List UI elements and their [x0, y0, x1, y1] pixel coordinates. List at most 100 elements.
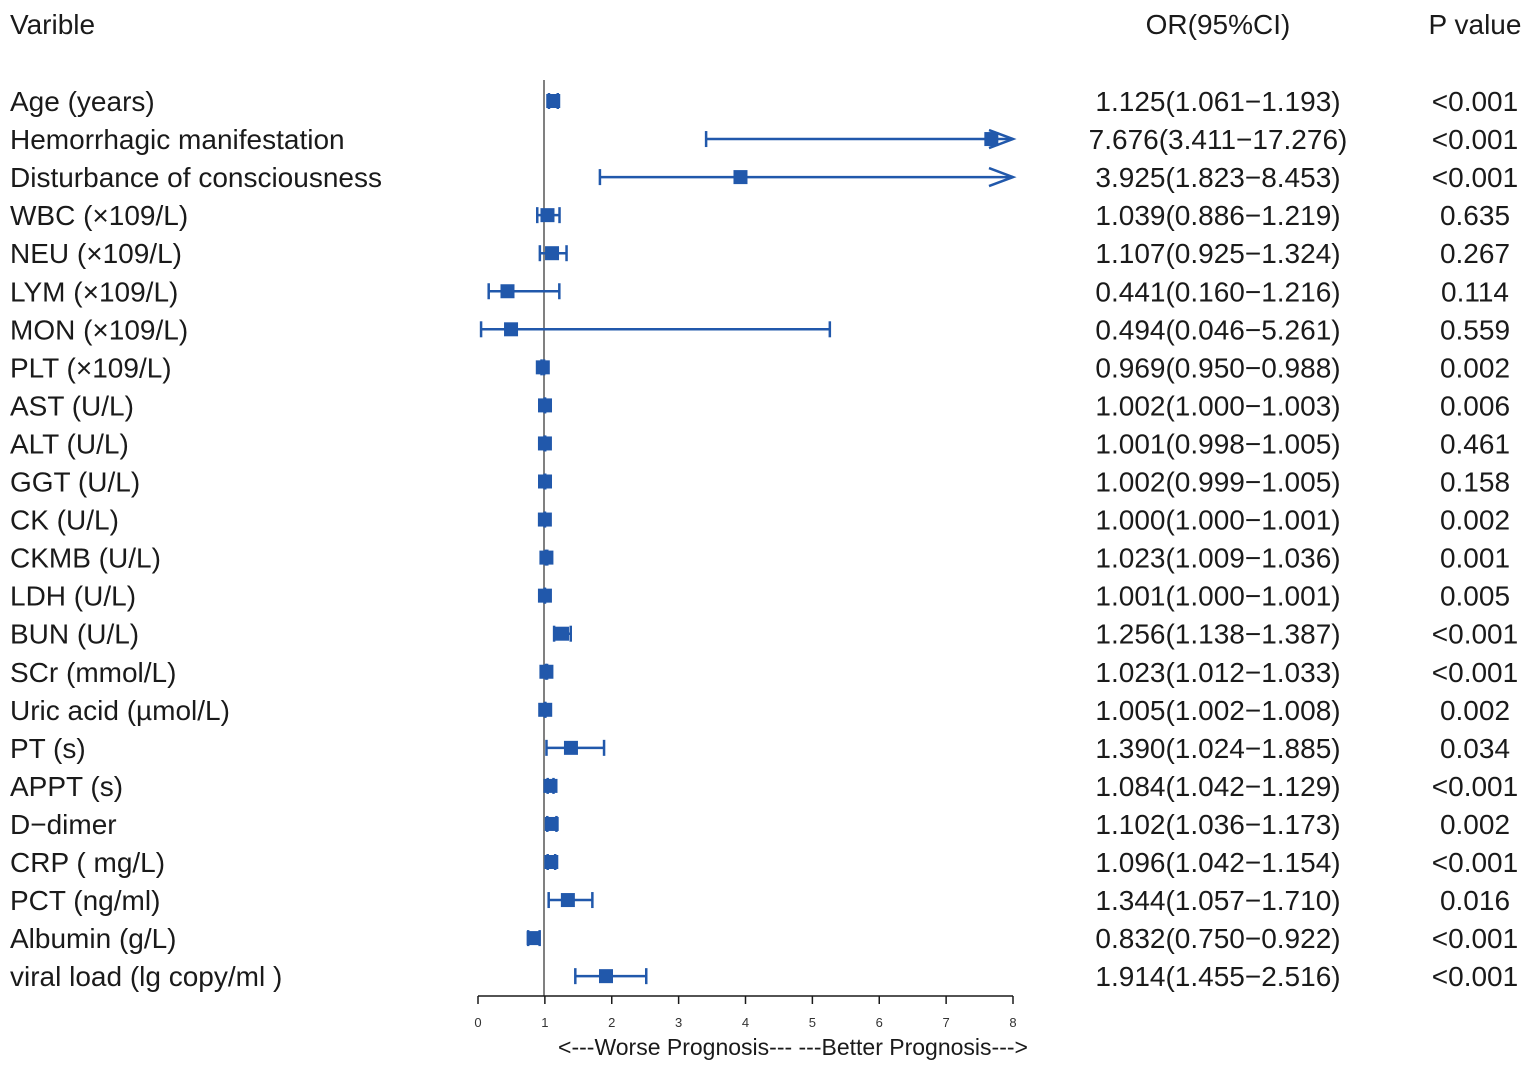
x-tick-label: 5 [809, 1015, 816, 1030]
row-or-ci: 1.914(1.455−2.516) [1095, 961, 1340, 992]
or-point [543, 778, 558, 793]
or-point [544, 816, 559, 831]
row-variable-label: PLT (×109/L) [10, 352, 172, 383]
row-variable-label: Hemorrhagic manifestation [10, 124, 345, 155]
row-or-ci: 1.000(1.000−1.001) [1095, 505, 1340, 536]
row-or-ci: 0.832(0.750−0.922) [1095, 923, 1340, 954]
or-point [984, 132, 999, 147]
row-variable-label: Disturbance of consciousness [10, 162, 382, 193]
or-point [537, 588, 552, 603]
forest-row: CKMB (U/L) 1.023(1.009−1.036) 0.001 [10, 543, 1510, 574]
row-or-ci: 0.969(0.950−0.988) [1095, 352, 1340, 383]
forest-row: viral load (lg copy/ml ) 1.914(1.455−2.51… [10, 961, 1518, 992]
or-point [535, 360, 550, 375]
row-variable-label: LDH (U/L) [10, 581, 136, 612]
row-p-value: <0.001 [1432, 771, 1518, 802]
or-point [544, 855, 559, 869]
forest-row: LDH (U/L) 1.001(1.000−1.001) 0.005 [10, 581, 1510, 612]
row-or-ci: 1.096(1.042−1.154) [1095, 847, 1340, 878]
x-tick-label: 1 [541, 1015, 548, 1030]
x-tick-label: 2 [608, 1015, 615, 1030]
row-or-ci: 1.390(1.024−1.885) [1095, 733, 1340, 764]
row-variable-label: GGT (U/L) [10, 467, 140, 498]
row-variable-label: APPT (s) [10, 771, 123, 802]
row-or-ci: 7.676(3.411−17.276) [1089, 124, 1348, 155]
row-p-value: 0.158 [1440, 467, 1510, 498]
row-variable-label: viral load (lg copy/ml ) [10, 961, 282, 992]
or-point [538, 474, 553, 489]
row-p-value: <0.001 [1432, 124, 1518, 155]
row-p-value: 0.267 [1440, 238, 1510, 269]
x-tick-label: 8 [1009, 1015, 1016, 1030]
row-p-value: 0.635 [1440, 200, 1510, 231]
row-or-ci: 1.002(1.000−1.003) [1095, 390, 1340, 421]
forest-row: BUN (U/L) 1.256(1.138−1.387) <0.001 [10, 619, 1518, 650]
row-variable-label: PT (s) [10, 733, 86, 764]
or-point [733, 170, 748, 185]
row-variable-label: MON (×109/L) [10, 314, 188, 345]
row-variable-label: CKMB (U/L) [10, 543, 161, 574]
forest-row: APPT (s) 1.084(1.042−1.129) <0.001 [10, 771, 1518, 802]
forest-row: PCT (ng/ml) 1.344(1.057−1.710) 0.016 [10, 885, 1510, 916]
x-axis: 0 1 2 3 4 5 6 7 8 [474, 995, 1017, 1030]
row-p-value: 0.559 [1440, 314, 1510, 345]
forest-row: Hemorrhagic manifestation 7.676(3.411−17.… [10, 124, 1518, 155]
forest-row: GGT (U/L) 1.002(0.999−1.005) 0.158 [10, 467, 1510, 498]
row-or-ci: 3.925(1.823−8.453) [1095, 162, 1340, 193]
row-or-ci: 1.023(1.009−1.036) [1095, 543, 1340, 574]
row-variable-label: NEU (×109/L) [10, 238, 182, 269]
row-variable-label: Age (years) [10, 86, 155, 117]
or-point [598, 969, 613, 984]
direction-label: <---Worse Prognosis--- ---Better Prognos… [558, 1034, 1028, 1060]
row-p-value: 0.114 [1441, 276, 1509, 307]
row-p-value: 0.006 [1440, 390, 1510, 421]
forest-row: LYM (×109/L) 0.441(0.160−1.216) 0.114 [10, 276, 1509, 307]
row-p-value: <0.001 [1432, 619, 1518, 650]
row-p-value: 0.002 [1440, 695, 1510, 726]
or-point [540, 208, 555, 223]
forest-row: CK (U/L) 1.000(1.000−1.001) 0.002 [10, 505, 1510, 536]
header-p-value: P value [1429, 9, 1522, 40]
row-or-ci: 1.102(1.036−1.173) [1095, 809, 1340, 840]
or-point [537, 436, 552, 451]
row-variable-label: Uric acid (µmol/L) [10, 695, 230, 726]
header-variable: Varible [10, 9, 95, 40]
forest-row: PT (s) 1.390(1.024−1.885) 0.034 [10, 733, 1510, 764]
row-p-value: 0.005 [1440, 581, 1510, 612]
row-p-value: <0.001 [1432, 86, 1518, 117]
or-point [545, 246, 560, 261]
row-variable-label: AST (U/L) [10, 390, 134, 421]
or-point [504, 322, 519, 337]
forest-row: WBC (×109/L) 1.039(0.886−1.219) 0.635 [10, 200, 1510, 231]
or-point [537, 512, 552, 527]
row-variable-label: SCr (mmol/L) [10, 657, 176, 688]
forest-row: NEU (×109/L) 1.107(0.925−1.324) 0.267 [10, 238, 1510, 269]
row-or-ci: 1.344(1.057−1.710) [1095, 885, 1340, 916]
row-or-ci: 0.494(0.046−5.261) [1095, 314, 1340, 345]
row-p-value: <0.001 [1432, 961, 1518, 992]
row-p-value: <0.001 [1432, 162, 1518, 193]
row-variable-label: D−dimer [10, 809, 117, 840]
row-or-ci: 1.125(1.061−1.193) [1095, 86, 1340, 117]
row-or-ci: 0.441(0.160−1.216) [1095, 276, 1340, 307]
row-p-value: 0.016 [1440, 885, 1510, 916]
forest-row: CRP ( mg/L) 1.096(1.042−1.154) <0.001 [10, 847, 1518, 878]
or-point [500, 284, 515, 299]
or-point [554, 626, 569, 641]
or-point [538, 702, 553, 717]
row-or-ci: 1.001(1.000−1.001) [1095, 581, 1340, 612]
row-p-value: 0.461 [1440, 428, 1510, 459]
or-point [560, 893, 575, 908]
row-variable-label: ALT (U/L) [10, 428, 129, 459]
forest-row: Albumin (g/L) 0.832(0.750−0.922) <0.001 [10, 923, 1518, 954]
x-tick-label: 0 [474, 1015, 481, 1030]
forest-row: SCr (mmol/L) 1.023(1.012−1.033) <0.001 [10, 657, 1518, 688]
row-p-value: 0.001 [1440, 543, 1510, 574]
row-or-ci: 1.107(0.925−1.324) [1095, 238, 1340, 269]
row-or-ci: 1.084(1.042−1.129) [1095, 771, 1340, 802]
row-variable-label: BUN (U/L) [10, 619, 139, 650]
forest-row: PLT (×109/L) 0.969(0.950−0.988) 0.002 [10, 352, 1510, 383]
x-tick-label: 3 [675, 1015, 682, 1030]
forest-row: Uric acid (µmol/L) 1.005(1.002−1.008) 0.00… [10, 695, 1510, 726]
